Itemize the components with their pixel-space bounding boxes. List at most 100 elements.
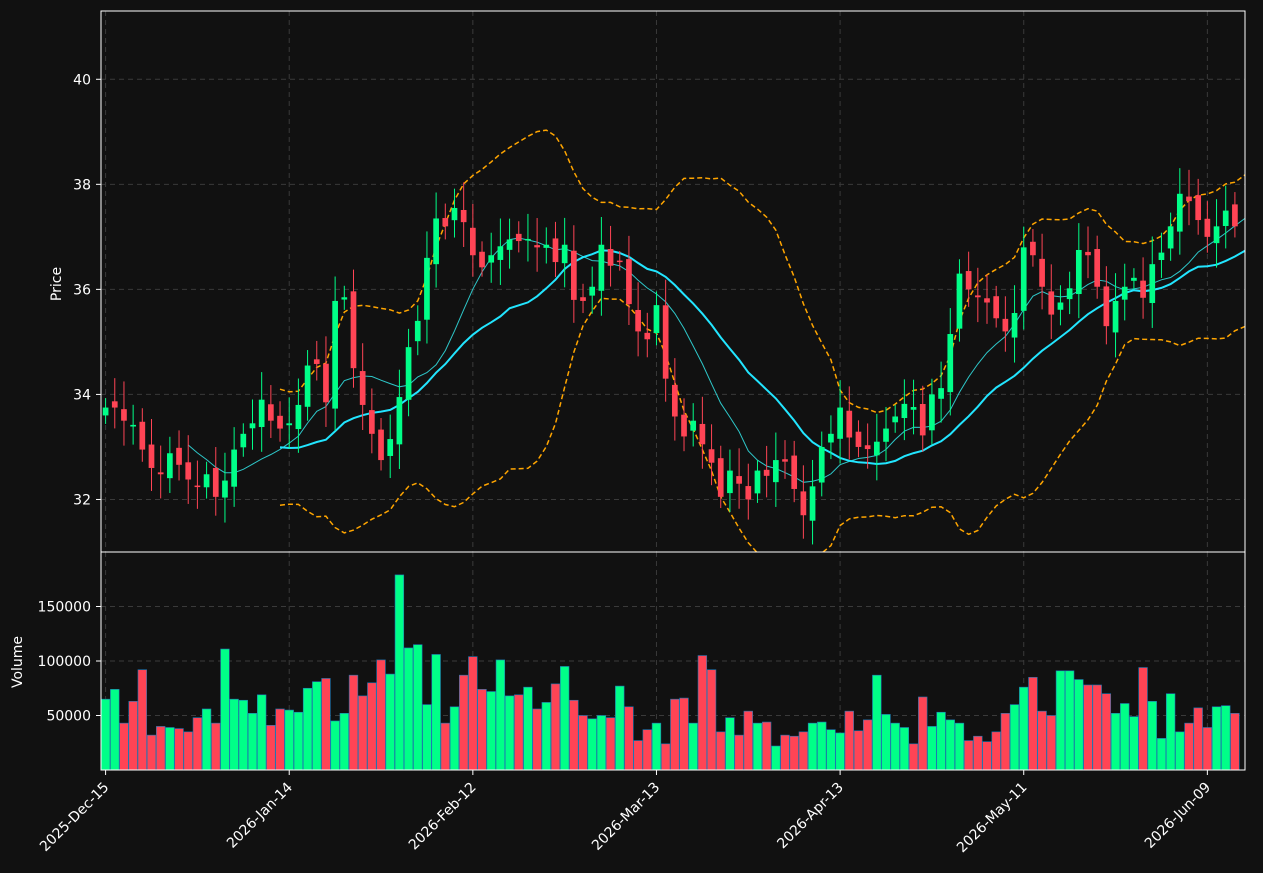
candle-body xyxy=(341,297,348,300)
volume-bar xyxy=(1120,703,1130,771)
candle-body xyxy=(846,410,853,438)
candle-body xyxy=(772,460,779,483)
volume-bar xyxy=(752,722,763,771)
price-tick-label: 34 xyxy=(73,387,91,403)
volume-bar xyxy=(844,710,854,771)
candle-body xyxy=(442,218,449,227)
price-tick-label: 36 xyxy=(73,282,91,298)
price-tick-label: 38 xyxy=(73,177,91,193)
candle-body xyxy=(203,474,210,488)
candle-body xyxy=(534,245,540,248)
candle-body xyxy=(212,467,219,497)
volume-bar xyxy=(1083,684,1093,771)
volume-bar xyxy=(541,702,551,771)
candle-body xyxy=(864,445,871,450)
volume-bar xyxy=(330,720,340,771)
volume-bar xyxy=(743,710,753,771)
candle-body xyxy=(616,260,623,263)
volume-bar xyxy=(321,678,331,771)
volume-bar xyxy=(275,708,285,771)
volume-bar xyxy=(853,730,864,771)
candle-body xyxy=(1057,302,1064,310)
candle-body xyxy=(635,309,641,332)
volume-bar xyxy=(633,740,643,771)
volume-bar xyxy=(468,656,478,771)
volume-bar xyxy=(422,704,432,771)
candle-body xyxy=(727,470,733,494)
candle-body xyxy=(102,407,109,416)
candle-body xyxy=(323,363,329,403)
bollinger-bands xyxy=(279,129,1245,552)
volume-bar xyxy=(1046,715,1056,771)
volume-bar xyxy=(229,698,239,771)
candle-body xyxy=(974,295,981,298)
candle-body xyxy=(965,271,972,290)
volume-bar xyxy=(1092,684,1102,771)
volume-bar xyxy=(761,721,772,771)
candle-body xyxy=(167,453,173,479)
volume-bar xyxy=(1175,731,1185,771)
candle-body xyxy=(414,320,421,342)
candle-body xyxy=(671,384,678,417)
upper-band-line xyxy=(279,129,1245,414)
volume-bar xyxy=(706,669,717,771)
volume-bar xyxy=(238,699,248,771)
candle-body xyxy=(644,332,651,340)
volume-bar xyxy=(826,729,836,771)
volume-bar xyxy=(495,659,506,771)
candle-body xyxy=(1167,226,1174,249)
volume-bar xyxy=(100,698,111,771)
candle-body xyxy=(451,207,458,221)
volume-bar xyxy=(973,735,983,771)
volume-bar xyxy=(651,722,662,771)
candle-body xyxy=(332,300,338,409)
candle-body xyxy=(626,259,632,305)
candle-body xyxy=(121,409,127,421)
volume-bar xyxy=(725,717,735,771)
slow-moving-average-line xyxy=(279,249,1245,466)
volume-bar xyxy=(440,722,450,771)
candle-body xyxy=(681,414,687,437)
candle-body xyxy=(883,428,889,442)
candle-body xyxy=(304,365,311,407)
volume-bar xyxy=(642,729,652,771)
candle-body xyxy=(699,423,706,445)
candle-body xyxy=(359,371,366,405)
volume-bar xyxy=(367,682,377,771)
volume-bar xyxy=(899,727,910,771)
candle-body xyxy=(1121,286,1128,300)
volume-bar xyxy=(798,731,809,771)
volume-bar xyxy=(165,727,175,771)
candle-body xyxy=(222,480,228,498)
candle-body xyxy=(313,359,320,364)
candle-body xyxy=(1222,210,1229,227)
candle-body xyxy=(1176,193,1183,232)
volume-bar xyxy=(1138,667,1148,771)
candle-body xyxy=(561,244,568,264)
candle-body xyxy=(552,238,559,263)
candle-body xyxy=(525,238,531,241)
volume-bar xyxy=(413,644,423,771)
volume-bar xyxy=(1230,713,1240,771)
volume-bar xyxy=(266,725,276,771)
volume-bar xyxy=(523,686,533,771)
volume-bar xyxy=(1202,727,1213,771)
volume-bar xyxy=(312,681,322,771)
volume-bar xyxy=(927,726,937,771)
candle-body xyxy=(240,433,247,448)
candlesticks xyxy=(102,168,1238,545)
candle-body xyxy=(396,397,403,445)
candle-body xyxy=(690,420,697,431)
volume-bar xyxy=(348,674,359,771)
candle-body xyxy=(157,472,164,475)
price-tick-label: 40 xyxy=(73,72,91,88)
candle-body xyxy=(956,273,963,329)
volume-bar xyxy=(183,731,193,771)
candle-body xyxy=(1066,288,1073,300)
volume-bar xyxy=(1211,706,1222,771)
candle-body xyxy=(139,421,146,450)
candle-body xyxy=(479,251,485,268)
volume-bar xyxy=(807,722,818,771)
volume-bar xyxy=(862,719,873,771)
candle-body xyxy=(433,218,439,265)
